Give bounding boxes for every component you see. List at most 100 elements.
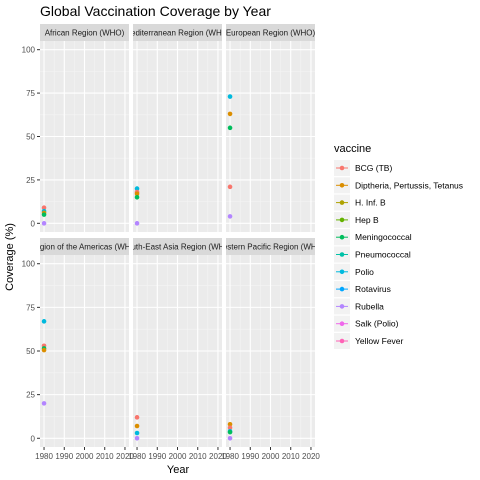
facet-strip-label: South-East Asia Region (WHO): [122, 243, 234, 252]
x-tick-label: 1990: [148, 452, 166, 461]
facet-strip-label: Western Pacific Region (WHO): [215, 243, 325, 252]
facet-panel: Region of the Americas (WHO) 0 25 50 75 100 19…: [22, 238, 140, 461]
facet-panel: Mediterranean Region (WHO): [124, 24, 231, 232]
legend-label: Pneumococcal: [355, 250, 411, 260]
x-tick-label: 1980: [128, 452, 146, 461]
y-tick-label: 25: [26, 176, 35, 185]
legend-item: Polio: [334, 263, 374, 280]
legend-item: Meningococcal: [334, 229, 412, 246]
legend-key-point: [339, 338, 345, 344]
legend-key-point: [339, 286, 345, 292]
x-tick-label: 2020: [116, 452, 134, 461]
x-axis-title: Year: [167, 464, 190, 476]
facet-panel: South-East Asia Region (WHO) 1980 1990 2000…: [122, 238, 234, 461]
legend-label: Rotavirus: [355, 284, 391, 294]
data-point: [134, 221, 140, 226]
y-tick-label: 0: [31, 434, 36, 443]
data-point: [227, 429, 233, 435]
data-point: [227, 435, 233, 441]
y-axis-title: Coverage (%): [4, 223, 16, 291]
x-tick-label: 1990: [55, 452, 73, 461]
facet-panel: African Region (WHO) 0 25 50 75 100: [22, 24, 129, 232]
data-point: [134, 191, 140, 197]
x-tick-label: 1990: [241, 452, 259, 461]
legend-item: H. Inf. B: [334, 194, 386, 211]
legend-item: Hep B: [334, 211, 379, 228]
x-tick-label: 2010: [189, 452, 207, 461]
data-point: [227, 422, 233, 427]
legend-key-point: [339, 252, 345, 257]
x-tick-label: 2000: [169, 452, 187, 461]
x-tick-label: 2000: [76, 452, 94, 461]
data-point: [134, 415, 140, 420]
x-tick-label: 1980: [35, 452, 53, 461]
legend-key-point: [339, 234, 345, 240]
facet-strip-label: Mediterranean Region (WHO): [124, 29, 231, 38]
facet-strip-label: African Region (WHO): [45, 29, 125, 38]
facet-strip-label: Region of the Americas (WHO): [30, 243, 140, 252]
legend-key-point: [339, 165, 345, 171]
legend-item: Rubella: [334, 298, 384, 315]
facet-strip: [40, 24, 129, 41]
legend-label: Rubella: [355, 301, 384, 311]
legend-key-point: [339, 217, 345, 223]
data-point: [227, 111, 233, 117]
data-point: [41, 347, 47, 353]
facet-strip: [133, 238, 222, 255]
data-point: [134, 423, 140, 429]
y-tick-label: 0: [31, 219, 36, 228]
legend-item: BCG (TB): [334, 160, 392, 176]
x-tick-label: 2000: [262, 452, 280, 461]
data-point: [227, 94, 233, 99]
legend-key-point: [339, 200, 345, 205]
data-point: [41, 205, 47, 210]
legend-label: Yellow Fever: [355, 336, 404, 346]
legend-title: vaccine: [334, 143, 371, 155]
data-point: [227, 184, 233, 190]
x-tick-label: 2010: [96, 452, 114, 461]
data-point: [227, 425, 233, 431]
y-tick-label: 50: [26, 347, 35, 356]
data-point: [227, 125, 233, 131]
x-tick-label: 1980: [221, 452, 239, 461]
facet-strip: [226, 24, 315, 41]
legend-label: Salk (Polio): [355, 319, 399, 329]
y-tick-label: 75: [26, 303, 35, 312]
data-point: [41, 319, 47, 324]
data-point: [134, 194, 140, 200]
data-point: [134, 430, 140, 436]
legend-key-point: [339, 304, 345, 309]
facet-strip: [226, 238, 315, 255]
y-tick-label: 25: [26, 391, 35, 400]
data-point: [41, 401, 47, 406]
legend-key-point: [339, 183, 345, 188]
facet-panels: African Region (WHO) 0 25 50 75 100 Mediterran…: [22, 24, 325, 461]
y-tick-label: 50: [26, 133, 35, 142]
data-point: [41, 212, 47, 217]
chart-title: Global Vaccination Coverage by Year: [40, 3, 271, 19]
data-point: [134, 435, 140, 441]
legend-item: Salk (Polio): [334, 315, 399, 332]
x-tick-label: 2020: [209, 452, 227, 461]
data-point: [41, 221, 47, 226]
legend-key-point: [339, 269, 345, 275]
x-tick-label: 2020: [302, 452, 320, 461]
facet-strip-label: European Region (WHO): [226, 29, 316, 38]
x-tick-label: 2010: [282, 452, 300, 461]
legend-label: H. Inf. B: [355, 198, 386, 208]
facet-panel: European Region (WHO): [226, 24, 316, 232]
y-tick-label: 100: [22, 46, 36, 55]
legend-label: Diptheria, Pertussis, Tetanus: [355, 180, 463, 190]
data-point: [134, 186, 140, 191]
legend-item: Pneumococcal: [334, 246, 411, 263]
data-point: [227, 214, 233, 219]
legend-key-point: [339, 321, 345, 327]
y-tick-label: 75: [26, 89, 35, 98]
y-tick-label: 100: [22, 260, 36, 269]
legend-item: Yellow Fever: [334, 333, 404, 349]
legend-label: Hep B: [355, 215, 379, 225]
facet-strip: [40, 238, 129, 255]
legend-label: BCG (TB): [355, 163, 392, 173]
